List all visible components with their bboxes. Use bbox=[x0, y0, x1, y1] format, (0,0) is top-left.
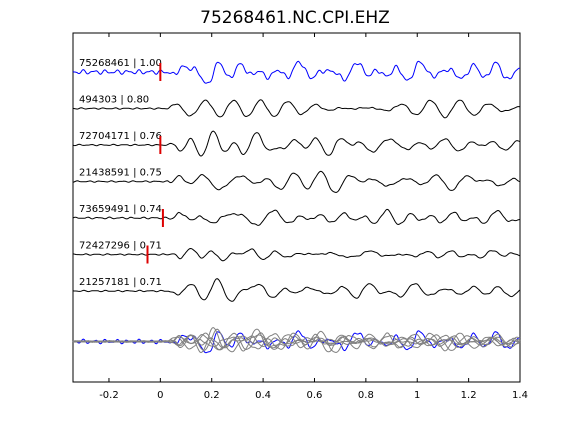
trace-label: 75268461 | 1.00 bbox=[79, 58, 162, 69]
trace-label: 21438591 | 0.75 bbox=[79, 168, 162, 179]
trace-line bbox=[72, 208, 521, 226]
stack-trace-line bbox=[72, 328, 521, 353]
trace-label: 21257181 | 0.71 bbox=[79, 277, 162, 288]
trace-label: 494303 | 0.80 bbox=[79, 95, 149, 106]
x-tick-label: 0.6 bbox=[307, 390, 323, 401]
x-tick-label: 0.2 bbox=[204, 390, 220, 401]
x-tick-label: -0.2 bbox=[99, 390, 119, 401]
x-axis-ticks: -0.2 0 0.2 0.4 0.6 0.8 1 1.2 1.4 bbox=[99, 33, 528, 401]
x-tick-label: 0.8 bbox=[358, 390, 374, 401]
x-tick-label: 0 bbox=[157, 390, 163, 401]
chart-title: 75268461.NC.CPI.EHZ bbox=[200, 8, 390, 28]
x-tick-label: 1 bbox=[414, 390, 420, 401]
trace-line bbox=[72, 99, 521, 119]
x-tick-label: 1.4 bbox=[512, 390, 528, 401]
trace-line bbox=[72, 130, 521, 157]
trace-line bbox=[72, 60, 521, 84]
trace-label: 72427296 | 0.71 bbox=[79, 241, 162, 252]
trace-line bbox=[72, 170, 521, 194]
x-tick-label: 0.4 bbox=[255, 390, 271, 401]
trace-label: 73659491 | 0.74 bbox=[79, 204, 162, 215]
trace-line bbox=[72, 278, 521, 302]
x-tick-label: 1.2 bbox=[461, 390, 477, 401]
plot-frame bbox=[72, 32, 521, 383]
picks-layer bbox=[146, 63, 164, 264]
trace-labels-layer: 75268461 | 1.00 494303 | 0.80 72704171 | 0… bbox=[79, 58, 162, 288]
trace-label: 72704171 | 0.76 bbox=[79, 131, 162, 142]
stack-layer bbox=[72, 327, 521, 354]
